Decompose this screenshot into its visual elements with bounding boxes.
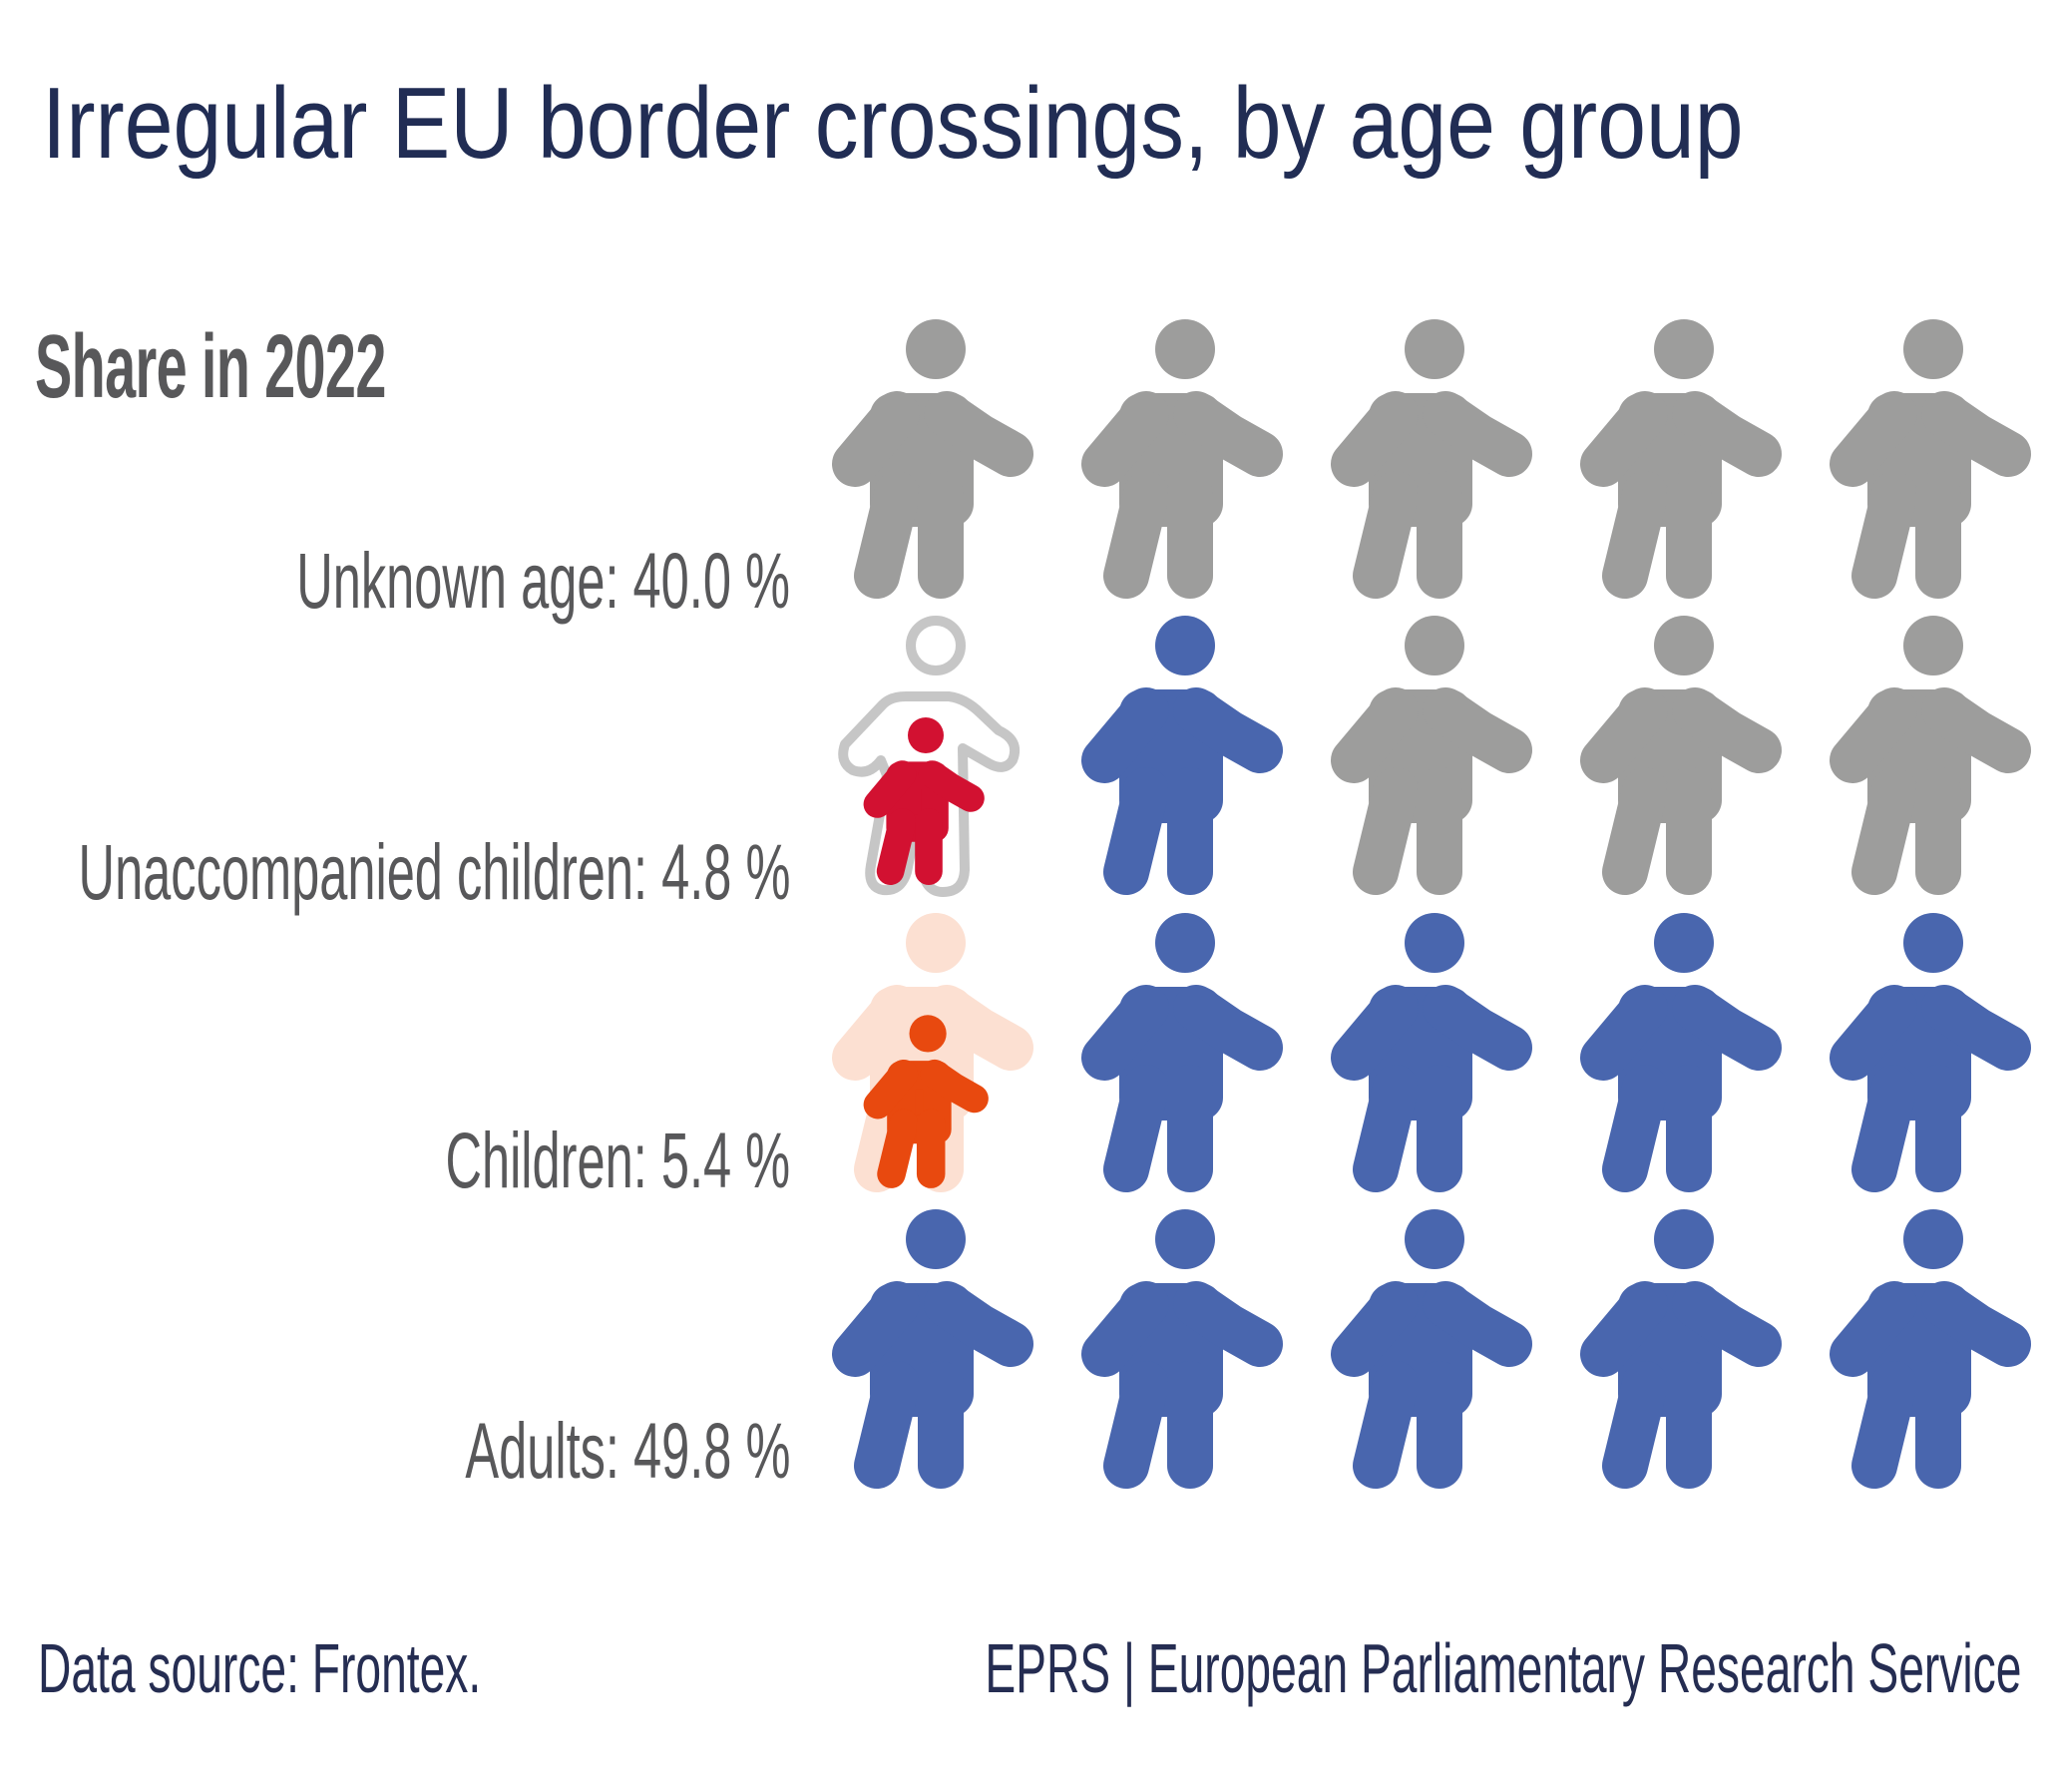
pictogram-grid	[831, 304, 2031, 1502]
person-icon-adult	[1080, 1194, 1283, 1494]
person-icon-adult	[1579, 898, 1782, 1197]
person-icon-unknown-age	[1829, 601, 2031, 900]
person-icon-adult	[1579, 1194, 1782, 1494]
person-icon-adult	[1080, 601, 1283, 900]
label-unaccompanied-children: Unaccompanied children: 4.8 %	[78, 827, 790, 916]
person-icon-adult	[831, 1194, 1033, 1494]
person-icon-unknown-age	[1829, 304, 2031, 604]
person-icon-child	[831, 898, 1033, 1197]
person-icon-unknown-age	[831, 304, 1033, 604]
person-icon-adult	[1330, 1194, 1532, 1494]
chart-subtitle: Share in 2022	[35, 317, 386, 417]
person-icon-unaccompanied-child	[831, 601, 1030, 900]
label-adults: Adults: 49.8 %	[464, 1406, 790, 1495]
person-icon-adult	[1829, 898, 2031, 1197]
person-icon-unknown-age	[1579, 304, 1782, 604]
person-icon-unknown-age	[1330, 304, 1532, 604]
person-icon-adult	[1080, 898, 1283, 1197]
person-icon-adult	[1330, 898, 1532, 1197]
person-icon-unknown-age	[1330, 601, 1532, 900]
label-children: Children: 5.4 %	[445, 1116, 790, 1204]
chart-title: Irregular EU border crossings, by age gr…	[42, 68, 1744, 180]
person-icon-adult	[1829, 1194, 2031, 1494]
person-icon-unknown-age	[1579, 601, 1782, 900]
label-unknown-age: Unknown age: 40.0 %	[296, 536, 790, 625]
data-source: Data source: Frontex.	[38, 1629, 482, 1707]
person-icon-unknown-age	[1080, 304, 1283, 604]
eprs-credit: EPRS | European Parliamentary Research S…	[984, 1629, 2021, 1707]
